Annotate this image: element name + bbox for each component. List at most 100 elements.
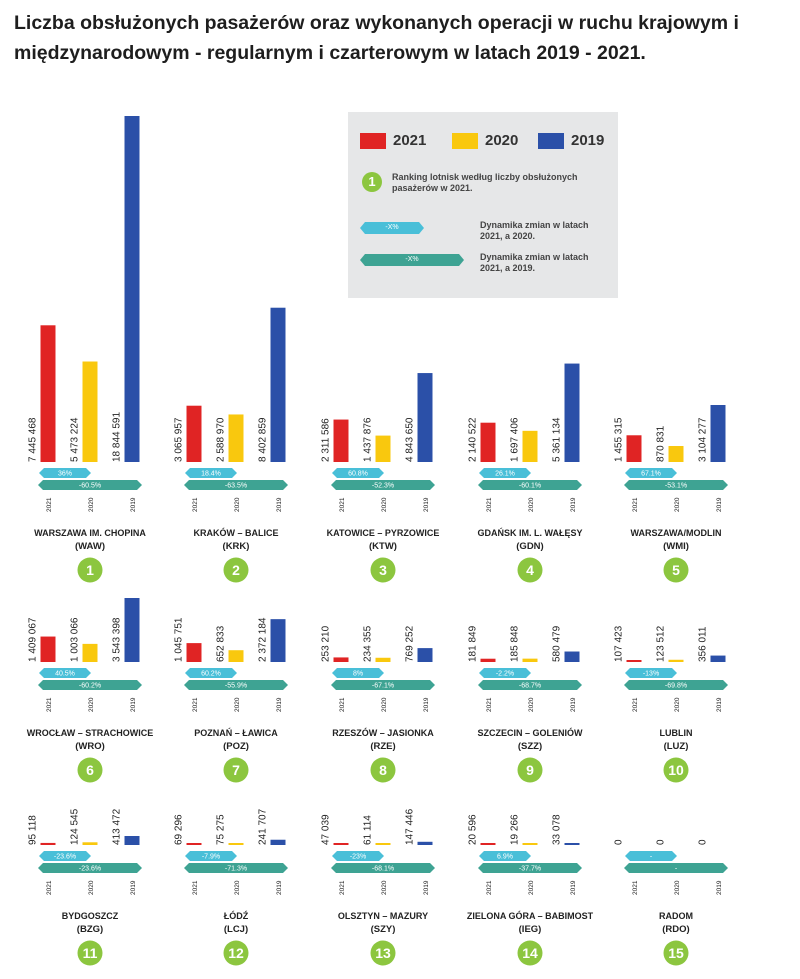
rank-number-4: 4 bbox=[526, 562, 534, 578]
year-label-15-2020: 2020 bbox=[674, 880, 681, 895]
airport-name-13: OLSZTYN – MAZURY bbox=[338, 911, 428, 921]
legend-swatch-2019 bbox=[538, 132, 564, 149]
dynamic-arrow-2021-2020-11-label: -23.6% bbox=[54, 854, 76, 861]
airport-name-12: ŁÓDŹ bbox=[224, 910, 249, 921]
rank-number-2: 2 bbox=[232, 562, 240, 578]
year-label-8-2021: 2021 bbox=[339, 697, 346, 712]
value-label-12-2021: 69 296 bbox=[174, 814, 185, 845]
rank-badge-1 bbox=[77, 557, 103, 583]
rank-badge-15 bbox=[663, 940, 689, 966]
bar-8-2020 bbox=[375, 657, 391, 662]
year-label-11-2019: 2019 bbox=[130, 880, 137, 895]
bar-6-2021 bbox=[40, 636, 56, 662]
bar-7-2020 bbox=[228, 650, 244, 662]
dynamic-arrow-2021-2020-13-label: -23% bbox=[350, 854, 366, 861]
airport-name-9: SZCZECIN – GOLENIÓW bbox=[477, 727, 583, 738]
airport-name-10: LUBLIN bbox=[660, 728, 693, 738]
bar-14-2019 bbox=[564, 843, 580, 845]
rank-number-10: 10 bbox=[668, 762, 684, 778]
rank-badge-4 bbox=[517, 557, 543, 583]
value-label-4-2021: 2 140 522 bbox=[468, 417, 479, 462]
rank-number-13: 13 bbox=[375, 945, 391, 961]
dynamic-arrow-2021-2019-12 bbox=[184, 863, 288, 873]
dynamic-arrow-2021-2020-1 bbox=[39, 468, 91, 478]
rank-number-5: 5 bbox=[672, 562, 680, 578]
legend-dynamic-arrow-2020 bbox=[360, 222, 424, 234]
rank-badge-8 bbox=[370, 757, 396, 783]
dynamic-arrow-2021-2019-4 bbox=[478, 480, 582, 490]
value-label-3-2019: 4 843 650 bbox=[405, 417, 416, 462]
legend-dynamic-arrow-2019-label: -X% bbox=[405, 256, 419, 263]
year-label-6-2019: 2019 bbox=[130, 697, 137, 712]
dynamic-arrow-2021-2019-10-label: -69.8% bbox=[665, 683, 687, 690]
year-label-10-2019: 2019 bbox=[716, 697, 723, 712]
dynamic-arrow-2021-2020-15-label: - bbox=[650, 854, 653, 861]
dynamic-arrow-2021-2020-15 bbox=[625, 851, 677, 861]
dynamic-arrow-2021-2020-13 bbox=[332, 851, 384, 861]
value-label-9-2020: 185 848 bbox=[510, 625, 521, 662]
dynamic-arrow-2021-2020-12 bbox=[185, 851, 237, 861]
rank-badge-7 bbox=[223, 757, 249, 783]
bar-5-2019 bbox=[710, 405, 726, 462]
rank-badge-3 bbox=[370, 557, 396, 583]
dynamic-arrow-2021-2020-14 bbox=[479, 851, 531, 861]
airport-code-5: (WMI) bbox=[663, 541, 689, 552]
bar-5-2020 bbox=[668, 446, 684, 462]
airport-code-12: (LCJ) bbox=[224, 924, 248, 935]
value-label-8-2021: 253 210 bbox=[321, 625, 332, 662]
rank-number-9: 9 bbox=[526, 762, 534, 778]
rank-badge-14 bbox=[517, 940, 543, 966]
dynamic-arrow-2021-2020-8-label: 8% bbox=[353, 671, 363, 678]
value-label-5-2021: 1 455 315 bbox=[614, 417, 625, 462]
value-label-6-2021: 1 409 067 bbox=[28, 617, 39, 662]
bar-11-2021 bbox=[40, 842, 56, 845]
year-label-2-2020: 2020 bbox=[234, 497, 241, 512]
value-label-15-2021: 0 bbox=[614, 839, 625, 845]
bar-14-2020 bbox=[522, 843, 538, 845]
dynamic-arrow-2021-2019-3 bbox=[331, 480, 435, 490]
value-label-11-2019: 413 472 bbox=[112, 808, 123, 845]
dynamic-arrow-2021-2020-4 bbox=[479, 468, 531, 478]
year-label-3-2021: 2021 bbox=[339, 497, 346, 512]
year-label-12-2020: 2020 bbox=[234, 880, 241, 895]
dynamic-arrow-2021-2019-13 bbox=[331, 863, 435, 873]
dynamic-arrow-2021-2019-8 bbox=[331, 680, 435, 690]
dynamic-arrow-2021-2019-2-label: -63.5% bbox=[225, 483, 247, 490]
year-label-6-2021: 2021 bbox=[46, 697, 53, 712]
dynamic-arrow-2021-2019-3-label: -52.3% bbox=[372, 483, 394, 490]
dynamic-arrow-2021-2020-3 bbox=[332, 468, 384, 478]
year-label-11-2020: 2020 bbox=[88, 880, 95, 895]
dynamic-arrow-2021-2019-15-label: - bbox=[675, 866, 678, 873]
rank-badge-11 bbox=[77, 940, 103, 966]
rank-number-3: 3 bbox=[379, 562, 387, 578]
year-label-5-2020: 2020 bbox=[674, 497, 681, 512]
legend-rank-text: Ranking lotnisk według liczby obsłużonyc… bbox=[392, 172, 578, 193]
value-label-15-2020: 0 bbox=[656, 839, 667, 845]
legend-label-2020: 2020 bbox=[485, 132, 519, 149]
bar-9-2019 bbox=[564, 651, 580, 662]
dynamic-arrow-2021-2019-1 bbox=[38, 480, 142, 490]
value-label-3-2020: 1 437 876 bbox=[363, 417, 374, 462]
bar-7-2021 bbox=[186, 643, 202, 662]
bar-11-2019 bbox=[124, 836, 140, 845]
bar-13-2019 bbox=[417, 841, 433, 845]
bar-9-2021 bbox=[480, 658, 496, 662]
dynamic-arrow-2021-2020-2 bbox=[185, 468, 237, 478]
value-label-2-2021: 3 065 957 bbox=[174, 417, 185, 462]
bar-10-2019 bbox=[710, 655, 726, 662]
legend-label-2019: 2019 bbox=[571, 132, 605, 149]
dynamic-arrow-2021-2020-14-label: 6.9% bbox=[497, 854, 513, 861]
airport-code-13: (SZY) bbox=[371, 924, 396, 935]
year-label-11-2021: 2021 bbox=[46, 880, 53, 895]
airport-name-14: ZIELONA GÓRA – BABIMOST bbox=[467, 910, 594, 921]
airport-code-4: (GDN) bbox=[516, 541, 543, 552]
dynamic-arrow-2021-2019-10 bbox=[624, 680, 728, 690]
airport-name-7: POZNAŃ – ŁAWICA bbox=[194, 728, 278, 738]
airport-code-1: (WAW) bbox=[75, 541, 105, 552]
bar-1-2021 bbox=[40, 325, 56, 462]
rank-number-7: 7 bbox=[232, 762, 240, 778]
year-label-7-2021: 2021 bbox=[192, 697, 199, 712]
year-label-2-2021: 2021 bbox=[192, 497, 199, 512]
dynamic-arrow-2021-2020-10-label: -13% bbox=[643, 671, 659, 678]
year-label-5-2019: 2019 bbox=[716, 497, 723, 512]
